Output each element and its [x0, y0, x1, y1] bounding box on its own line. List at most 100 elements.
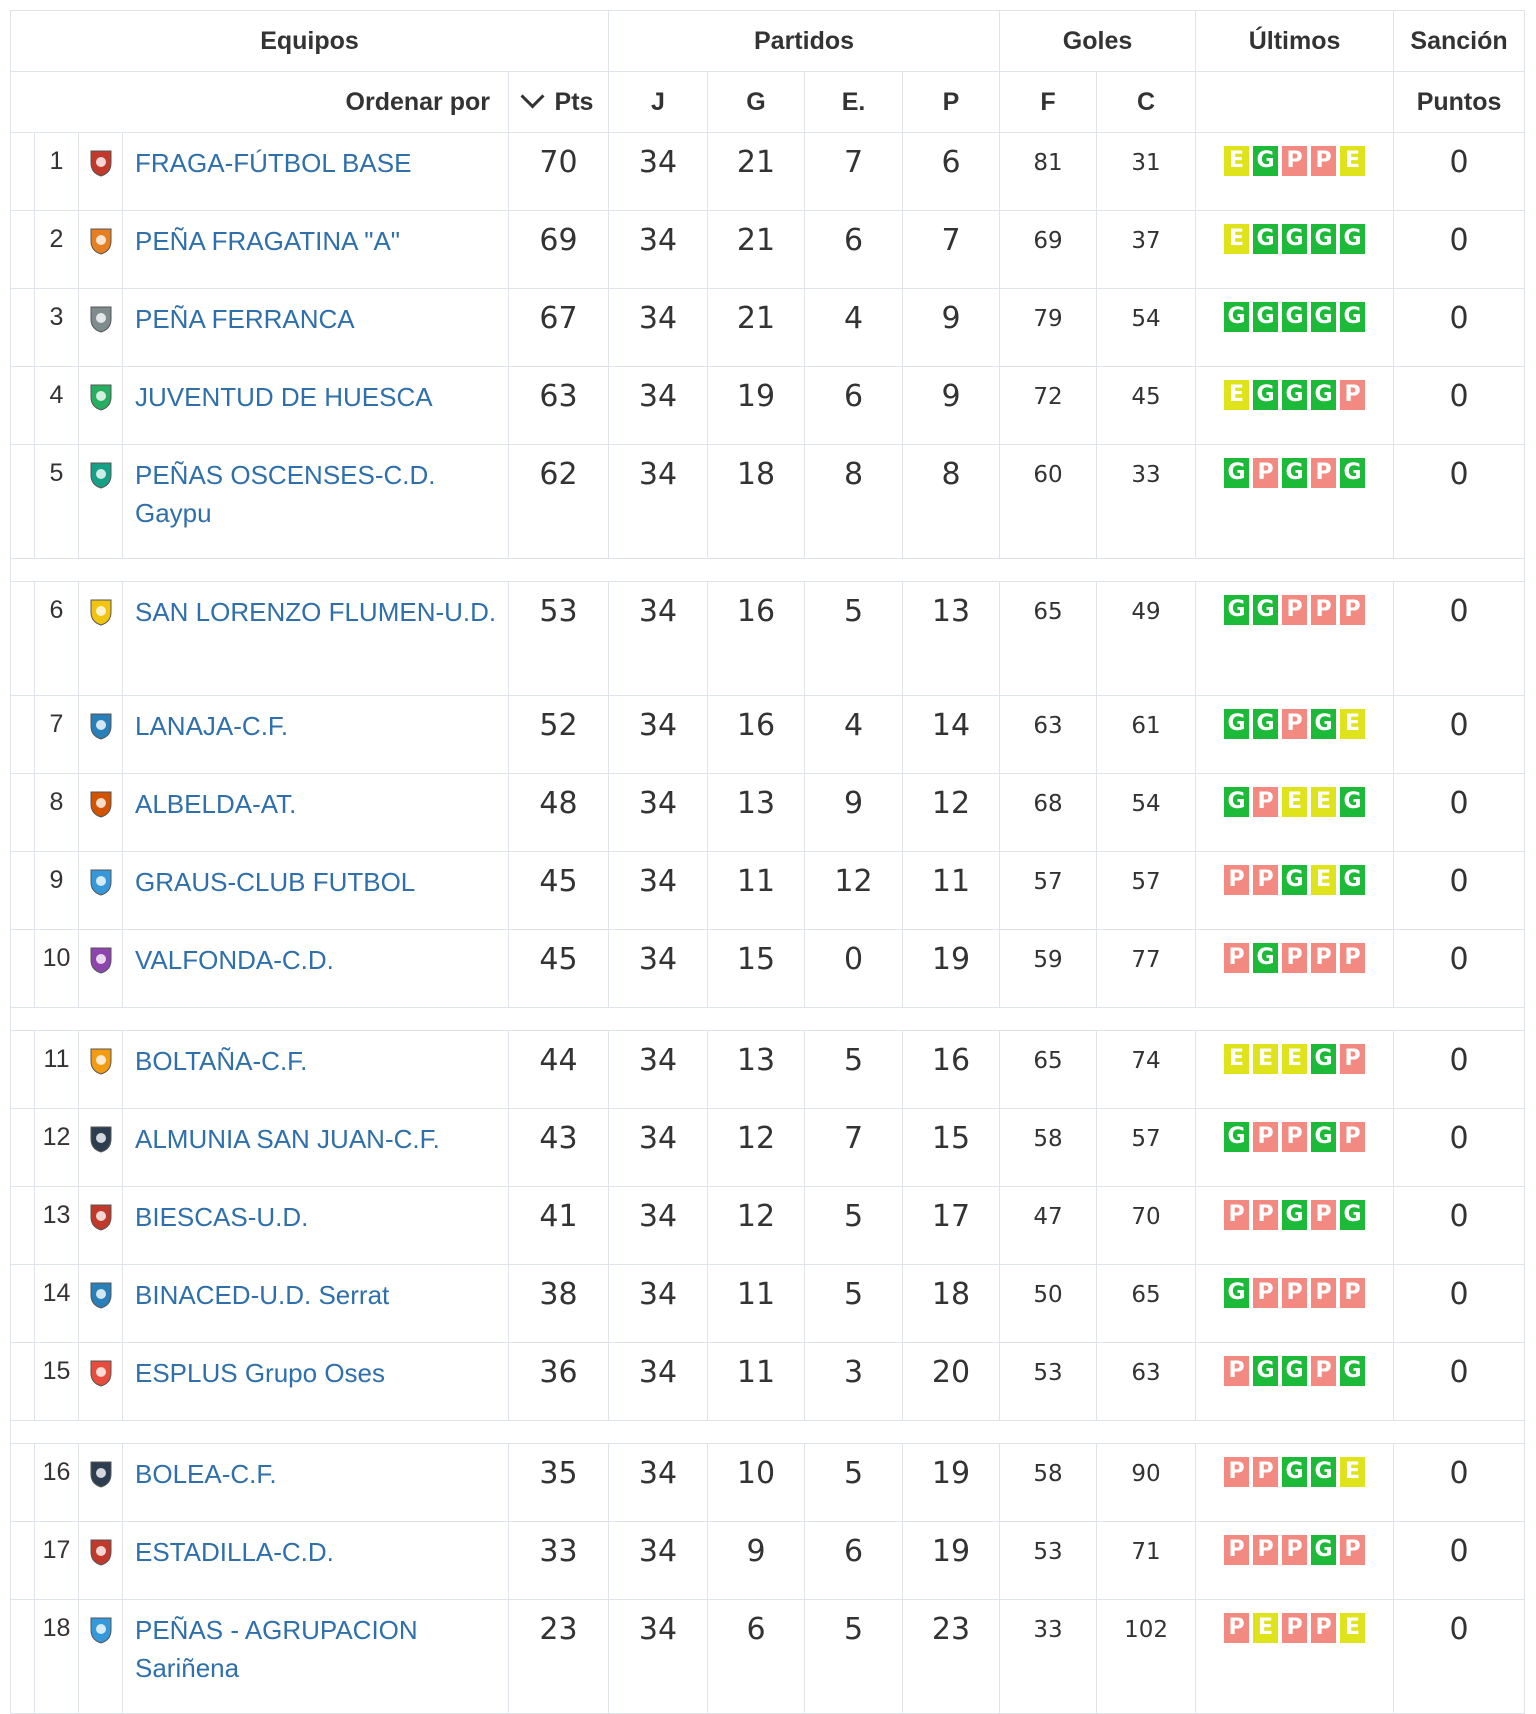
sanction-cell: 0 — [1393, 366, 1526, 445]
drawn-cell: 9 — [804, 773, 903, 852]
team-name-cell: PEÑA FERRANCA — [122, 288, 509, 367]
lost-cell: 14 — [901, 695, 1001, 774]
played-cell: 34 — [608, 929, 708, 1008]
sort-j-button[interactable]: J — [608, 71, 708, 133]
result-badge: E — [1224, 1044, 1250, 1074]
graus-crest-icon — [89, 868, 113, 896]
played-cell: 34 — [608, 1264, 708, 1343]
lost-cell: 19 — [901, 1443, 1001, 1522]
fraga-crest-icon — [89, 149, 113, 177]
team-link[interactable]: SAN LORENZO FLUMEN-U.D. — [135, 597, 497, 627]
table-row: 12 ALMUNIA SAN JUAN-C.F. 43 34 12 7 15 58 57 G P P G… — [10, 1108, 1526, 1187]
boltana-crest-icon — [89, 1047, 113, 1075]
row-marker — [10, 210, 35, 289]
sort-f-button[interactable]: F — [999, 71, 1098, 133]
sort-pts-button[interactable]: Pts — [508, 71, 609, 133]
sanction-cell: 0 — [1393, 581, 1526, 696]
lost-cell: 9 — [901, 288, 1001, 367]
team-link[interactable]: BOLTAÑA-C.F. — [135, 1046, 308, 1076]
table-row: 2 PEÑA FRAGATINA "A" 69 34 21 6 7 69 37 E G G G G 0 — [10, 210, 1526, 289]
goals-against-cell: 102 — [1096, 1599, 1197, 1714]
won-cell: 19 — [707, 366, 805, 445]
team-link[interactable]: VALFONDA-C.D. — [135, 945, 334, 975]
group-separator — [9, 1420, 1526, 1444]
binaced-crest-icon — [89, 1281, 113, 1309]
sort-c-button[interactable]: C — [1096, 71, 1197, 133]
team-name-cell: ALBELDA-AT. — [122, 773, 509, 852]
separator-cell — [9, 558, 1526, 582]
team-link[interactable]: LANAJA-C.F. — [135, 711, 289, 741]
drawn-cell: 5 — [804, 1443, 903, 1522]
goals-against-cell: 31 — [1096, 132, 1197, 211]
result-badge: E — [1253, 1613, 1279, 1643]
goals-for-cell: 33 — [999, 1599, 1098, 1714]
sanction-cell: 0 — [1393, 1108, 1526, 1187]
table-row: 10 VALFONDA-C.D. 45 34 15 0 19 59 77 P G P P P 0 — [10, 929, 1526, 1008]
row-marker — [10, 1599, 35, 1714]
lost-cell: 7 — [901, 210, 1001, 289]
points-cell: 62 — [508, 444, 609, 559]
won-cell: 21 — [707, 132, 805, 211]
team-link[interactable]: FRAGA-FÚTBOL BASE — [135, 148, 412, 178]
fragatina-crest-icon — [89, 227, 113, 255]
result-badge: P — [1253, 787, 1279, 817]
result-badge: P — [1340, 1044, 1366, 1074]
lost-cell: 19 — [901, 929, 1001, 1008]
team-link[interactable]: GRAUS-CLUB FUTBOL — [135, 867, 416, 897]
drawn-cell: 4 — [804, 695, 903, 774]
team-link[interactable]: BOLEA-C.F. — [135, 1459, 277, 1489]
points-cell: 52 — [508, 695, 609, 774]
result-badge: G — [1311, 1044, 1337, 1074]
team-link[interactable]: JUVENTUD DE HUESCA — [135, 382, 433, 412]
team-name-cell: SAN LORENZO FLUMEN-U.D. — [122, 581, 509, 696]
played-cell: 34 — [608, 366, 708, 445]
estadilla-crest-icon — [89, 1538, 113, 1566]
points-cell: 70 — [508, 132, 609, 211]
won-cell: 18 — [707, 444, 805, 559]
row-marker — [10, 773, 35, 852]
sort-g-button[interactable]: G — [707, 71, 805, 133]
played-cell: 34 — [608, 1443, 708, 1522]
rank-cell: 17 — [34, 1521, 79, 1600]
team-link[interactable]: BIESCAS-U.D. — [135, 1202, 309, 1232]
goals-for-cell: 58 — [999, 1443, 1098, 1522]
points-cell: 23 — [508, 1599, 609, 1714]
lost-cell: 9 — [901, 366, 1001, 445]
lost-cell: 12 — [901, 773, 1001, 852]
result-badge: E — [1282, 1044, 1308, 1074]
sanction-cell: 0 — [1393, 1264, 1526, 1343]
team-link[interactable]: ESPLUS Grupo Oses — [135, 1358, 385, 1388]
result-badge: G — [1253, 380, 1279, 410]
result-badge: P — [1224, 943, 1250, 973]
sort-p-button[interactable]: P — [901, 71, 1001, 133]
goals-for-cell: 65 — [999, 581, 1098, 696]
header-ultimos-blank — [1195, 71, 1395, 133]
sort-e-button[interactable]: E. — [804, 71, 903, 133]
logo-cell — [78, 1108, 123, 1187]
result-badge: E — [1224, 380, 1250, 410]
rank-cell: 1 — [34, 132, 79, 211]
team-link[interactable]: BINACED-U.D. Serrat — [135, 1280, 390, 1310]
table-row: 15 ESPLUS Grupo Oses 36 34 11 3 20 53 63 P G G P G 0 — [10, 1342, 1526, 1421]
team-link[interactable]: ESTADILLA-C.D. — [135, 1537, 334, 1567]
played-cell: 34 — [608, 1108, 708, 1187]
team-link[interactable]: ALMUNIA SAN JUAN-C.F. — [135, 1124, 440, 1154]
team-link[interactable]: PEÑAS OSCENSES-C.D. Gaypu — [135, 460, 436, 528]
team-link[interactable]: PEÑA FERRANCA — [135, 304, 355, 334]
team-link[interactable]: PEÑAS - AGRUPACION Sariñena — [135, 1615, 418, 1683]
table-row: 18 PEÑAS - AGRUPACION Sariñena 23 34 6 5 23 33 1… — [10, 1599, 1526, 1714]
result-badge: G — [1311, 709, 1337, 739]
lost-cell: 20 — [901, 1342, 1001, 1421]
rank-cell: 9 — [34, 851, 79, 930]
team-link[interactable]: PEÑA FRAGATINA "A" — [135, 226, 401, 256]
result-badge: P — [1282, 943, 1308, 973]
team-link[interactable]: ALBELDA-AT. — [135, 789, 297, 819]
points-cell: 36 — [508, 1342, 609, 1421]
played-cell: 34 — [608, 851, 708, 930]
table-row: 17 ESTADILLA-C.D. 33 34 9 6 19 53 71 P P P G P 0 — [10, 1521, 1526, 1600]
drawn-cell: 0 — [804, 929, 903, 1008]
goals-for-cell: 60 — [999, 444, 1098, 559]
result-badge: G — [1282, 380, 1308, 410]
